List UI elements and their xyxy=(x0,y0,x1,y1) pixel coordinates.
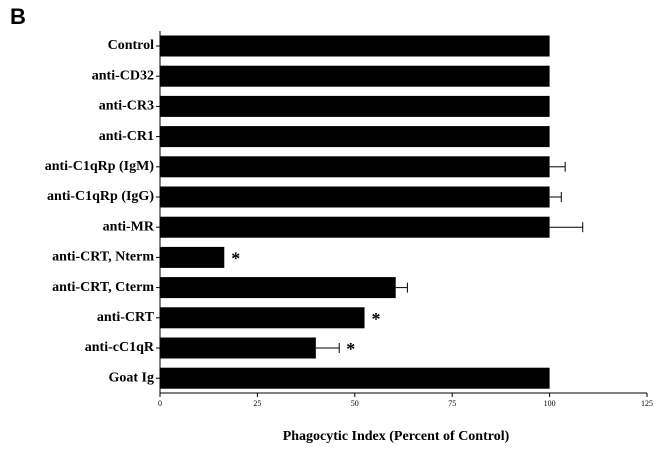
x-axis-label: Phagocytic Index (Percent of Control) xyxy=(283,429,510,444)
x-tick-label: 50 xyxy=(351,399,359,408)
bar xyxy=(160,367,550,389)
y-tick-label: anti-C1qRp (IgM) xyxy=(45,159,155,174)
bar xyxy=(160,307,365,329)
bar xyxy=(160,186,550,208)
significance-marker: * xyxy=(346,339,355,359)
bar xyxy=(160,65,550,87)
y-tick-label: Control xyxy=(108,38,155,53)
y-tick-label: anti-CRT, Nterm xyxy=(52,250,154,265)
x-tick-label: 0 xyxy=(158,399,162,408)
y-tick-label: anti-C1qRp (IgG) xyxy=(47,189,154,204)
bar xyxy=(160,95,550,117)
y-tick-label: anti-MR xyxy=(103,219,155,234)
significance-marker: * xyxy=(372,309,381,329)
error-bar xyxy=(549,192,562,202)
error-bar xyxy=(315,343,340,353)
y-tick-label: anti-CR1 xyxy=(99,129,154,144)
error-bar xyxy=(395,282,408,293)
bar xyxy=(160,216,550,238)
bar xyxy=(160,156,550,178)
bar xyxy=(160,35,550,57)
bar xyxy=(160,126,550,148)
y-tick-label: Goat Ig xyxy=(109,370,155,385)
y-tick-label: anti-CRT, Cterm xyxy=(52,280,154,295)
y-tick-label: anti-CD32 xyxy=(92,68,154,83)
x-tick-label: 125 xyxy=(641,399,653,408)
y-tick-label: anti-CR3 xyxy=(99,99,154,114)
significance-marker: * xyxy=(231,249,240,269)
bar xyxy=(160,337,316,359)
x-tick-label: 100 xyxy=(544,399,556,408)
bar xyxy=(160,277,396,299)
panel-label: B xyxy=(10,4,26,29)
error-bar xyxy=(549,161,566,172)
y-tick-label: anti-cC1qR xyxy=(85,340,155,355)
x-tick-label: 75 xyxy=(448,399,456,408)
x-tick-label: 25 xyxy=(253,399,261,408)
bar xyxy=(160,246,225,268)
y-tick-label: anti-CRT xyxy=(97,310,155,325)
error-bar xyxy=(549,222,584,233)
